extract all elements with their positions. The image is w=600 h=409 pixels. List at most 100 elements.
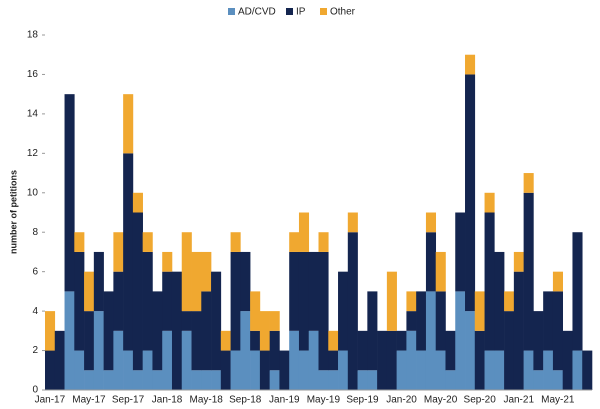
bar-segment [201,291,212,371]
bar-segment [494,350,505,390]
bar-segment [523,173,534,193]
x-tick-label: May-17 [72,395,106,406]
bar-segment [308,251,319,331]
bar-segment [504,291,515,312]
bar-segment [84,311,95,371]
bar-segment [289,251,300,331]
bar-segment [386,271,397,331]
bar-segment [465,74,476,312]
bar-segment [171,271,183,390]
bar-segment [572,350,583,390]
bar-segment [484,350,495,390]
x-tick-label: Jan-21 [503,395,534,406]
legend-swatch [228,8,235,15]
x-tick-label: Jan-20 [386,395,417,406]
bar-segment [298,251,310,351]
y-tick-label: 8 [32,227,38,238]
bar-segment [484,192,495,213]
bar-segment [201,251,212,292]
bar-segment [435,350,446,390]
bar-segment [279,350,290,390]
bar-segment [396,330,407,351]
bar-segment [435,251,446,292]
bar-segment [289,232,300,252]
bar-segment [269,330,280,371]
y-tick-label: 12 [27,148,39,159]
bar-segment [562,330,573,390]
bar-segment [572,232,583,351]
bar-segment [367,291,378,371]
bar-segment [132,370,143,390]
legend-swatch [320,8,327,15]
bar-segment [523,350,534,390]
bar-segment [523,192,534,351]
bar-segment [347,212,358,233]
bar-segment [93,251,104,312]
bar-segment [162,251,173,272]
bar-segment [484,212,495,351]
bar-segment [220,330,231,351]
bar-segment [425,232,437,292]
x-tick-label: Sep-20 [464,395,497,406]
bar-segment [211,271,222,371]
bar-segment [84,271,95,312]
bar-segment [123,153,134,351]
bar-segment [45,350,56,390]
bar-segment [445,370,456,390]
bar-segment [406,330,417,390]
bar-segment [357,370,368,390]
bar-segment [181,330,192,390]
bar-segment [142,350,153,390]
bar-segment [181,311,192,331]
x-tick-label: Sep-18 [229,395,262,406]
bar-segment [259,311,270,351]
y-tick-label: 10 [27,187,39,198]
x-tick-label: Jan-18 [152,395,183,406]
bar-segment [74,350,85,390]
bar-segment [445,330,456,371]
bar-segment [298,350,310,390]
bar-segment [259,350,270,390]
bar-segment [328,370,339,390]
legend-label: IP [296,7,306,18]
bar-segment [552,291,563,371]
y-tick-label: 0 [32,385,38,396]
bar-segment [269,370,280,390]
bar-segment [465,311,476,390]
bar-segment [103,291,114,371]
bar-segment [142,251,153,351]
bar-segment [84,370,95,390]
x-tick-label: May-19 [307,395,341,406]
bar-segment [269,311,280,331]
bar-segment [132,192,143,213]
bar-segment [308,330,319,390]
bar-segment [54,330,65,390]
x-tick-label: May-18 [189,395,223,406]
legend-swatch [286,8,293,15]
bar-segment [230,350,241,390]
bar-segment [318,251,329,371]
bar-segment [425,212,437,233]
bar-segment [416,291,427,351]
bar-segment [191,311,202,371]
bar-segment [123,350,134,390]
bar-segment [455,291,466,390]
bar-segment [181,232,192,312]
bar-segment [533,370,544,390]
bar-segment [474,291,485,331]
x-tick-label: May-20 [424,395,458,406]
bar-segment [474,330,485,390]
bar-segment [93,311,104,390]
bar-segment [386,330,397,390]
bar-segment [220,350,231,390]
bar-segment [338,350,349,390]
bar-segment [367,370,378,390]
bar-segment [103,370,114,390]
bar-segment [201,370,212,390]
bar-segment [250,350,261,390]
x-tick-label: Sep-17 [112,395,145,406]
bar-segment [377,330,388,390]
bar-segment [113,232,124,272]
bar-segment [123,94,134,154]
bar-segment [113,330,124,390]
